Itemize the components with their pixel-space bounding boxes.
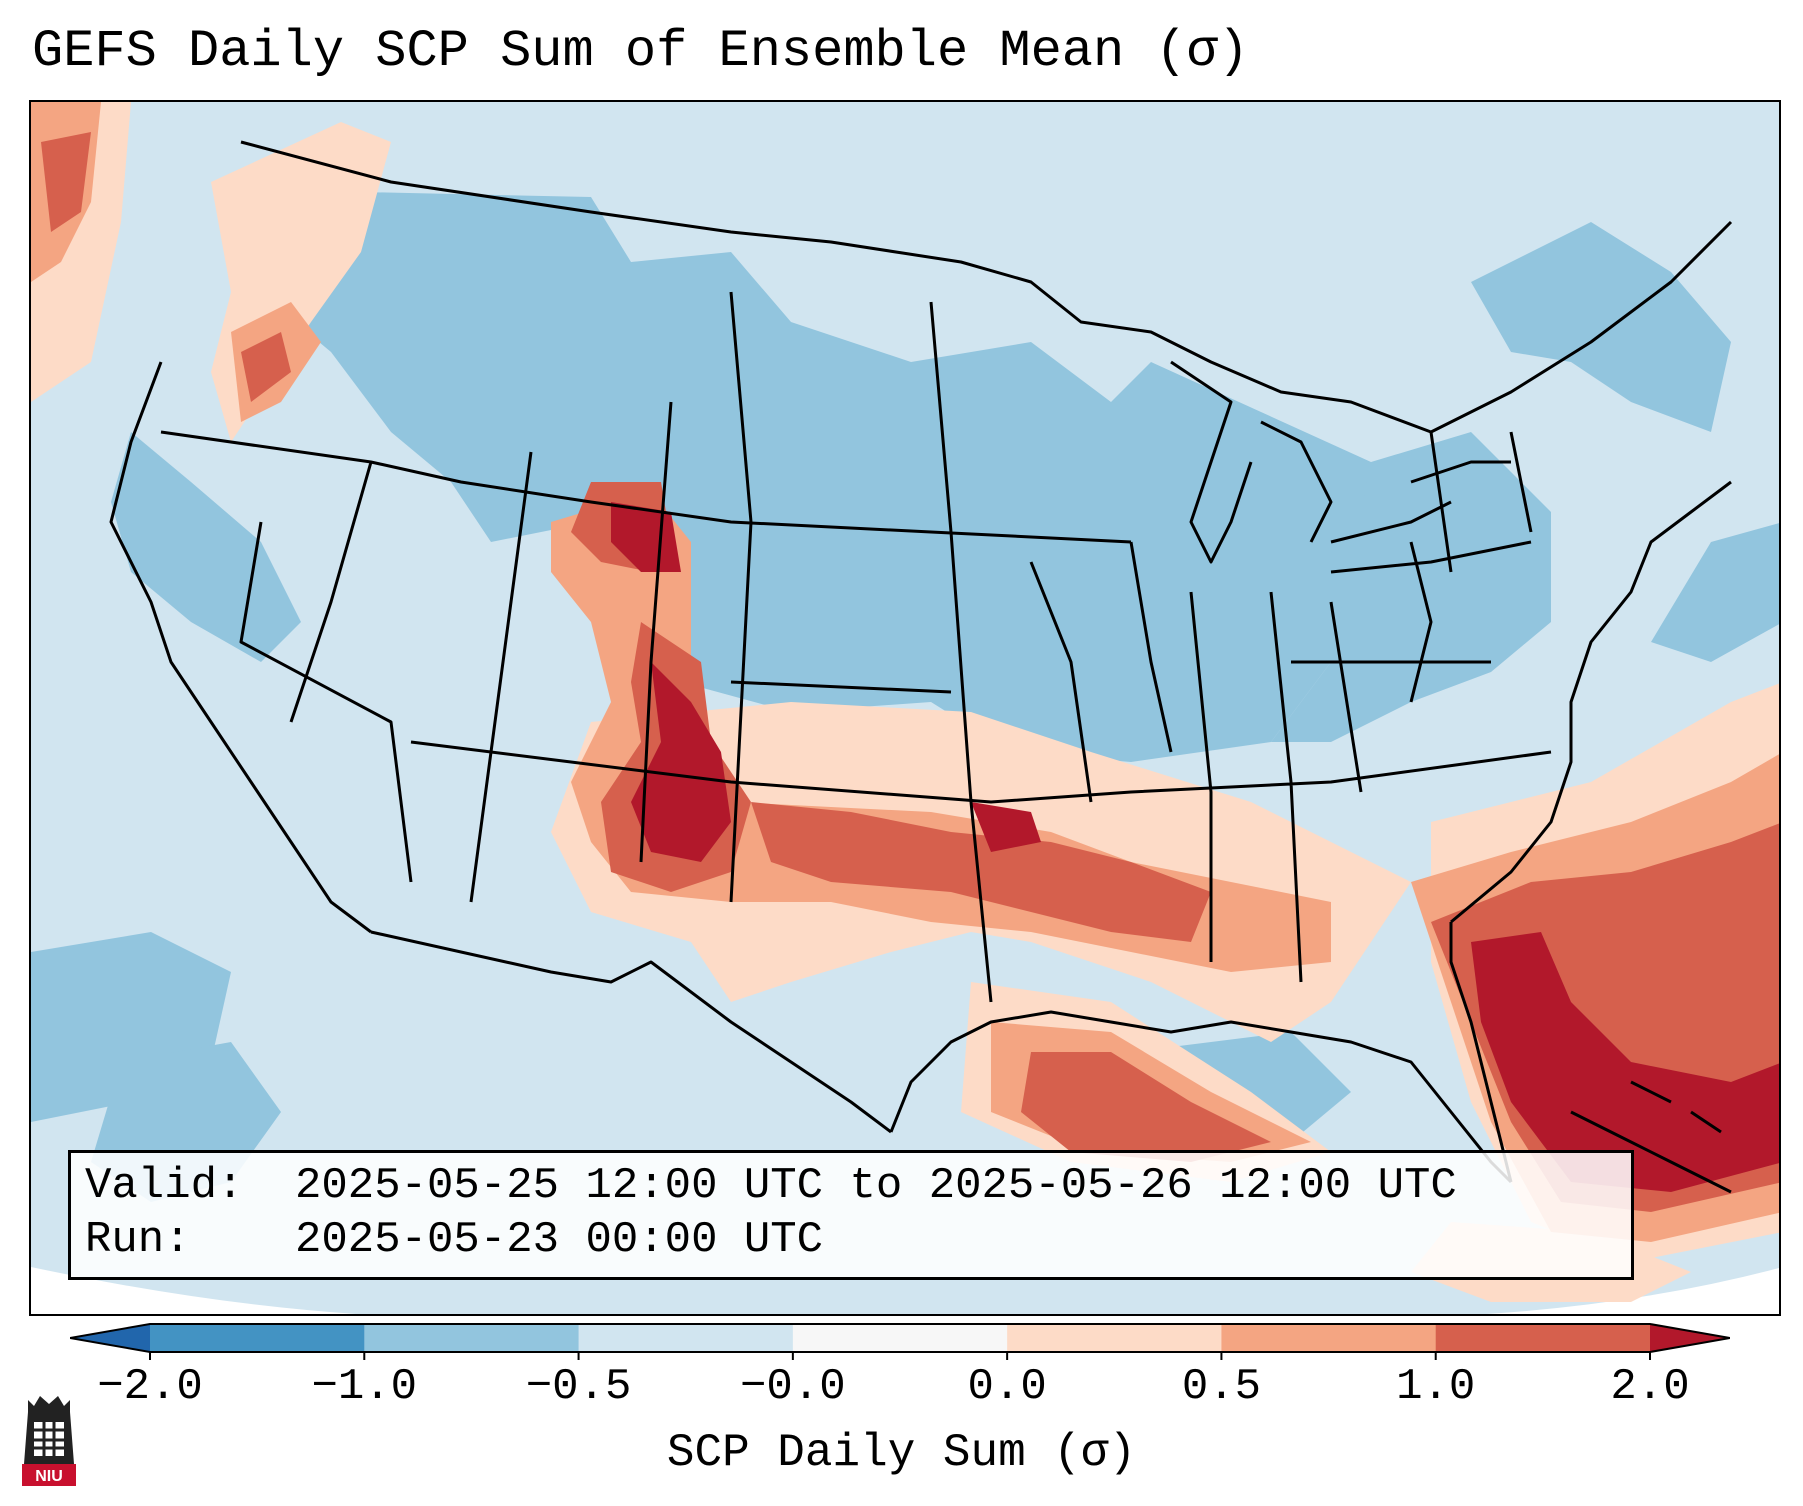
colorbar-segment <box>1007 1324 1222 1352</box>
colorbar-segment <box>1221 1324 1437 1352</box>
field-plains-high <box>751 802 1211 942</box>
colorbar-tick-label: −1.0 <box>311 1362 418 1412</box>
colorbar-extend-low <box>70 1324 150 1352</box>
colorbar-tick-label: −2.0 <box>97 1362 203 1412</box>
field-oregon-high <box>241 332 291 402</box>
valid-value: 2025-05-25 12:00 UTC to 2025-05-26 12:00… <box>295 1161 1457 1211</box>
colorbar-segment <box>578 1324 794 1352</box>
field-very-high <box>611 502 1779 1192</box>
field-ok-veryhigh <box>971 802 1041 852</box>
valid-label: Valid: <box>85 1161 244 1211</box>
colorbar-segment <box>792 1324 1008 1352</box>
projection-corner-left <box>31 1267 357 1314</box>
colorbar <box>70 1323 1730 1360</box>
colorbar-tick-label: −0.5 <box>525 1362 632 1412</box>
mexico-border <box>370 930 892 1134</box>
florida-east-coast <box>1449 922 1513 1183</box>
niu-band <box>22 1464 76 1486</box>
map-boundaries <box>109 140 1733 1194</box>
colorbar-segment <box>150 1324 365 1352</box>
colorbar-tick-label: 2.0 <box>1610 1362 1690 1412</box>
field-plains-mod <box>551 492 1331 972</box>
chart-title: GEFS Daily SCP Sum of Ensemble Mean (σ) <box>32 22 1249 81</box>
field-negative <box>31 192 1779 1202</box>
field-northeast-negative <box>1471 222 1731 432</box>
state-lines-east <box>1291 431 1533 703</box>
east-coast <box>1450 480 1732 924</box>
colorbar-tick-label: 1.0 <box>1396 1362 1476 1412</box>
state-lines-central <box>410 541 1552 983</box>
state-lines-west <box>160 291 1132 1003</box>
field-dryline-veryhigh <box>631 662 731 862</box>
field-gulf-high <box>1021 1052 1271 1162</box>
projection-corner-right <box>1486 1268 1779 1314</box>
colorbar-segment <box>364 1324 580 1352</box>
valid-info-box: Valid: 2025-05-25 12:00 UTC to 2025-05-26… <box>68 1150 1634 1280</box>
field-west-negative <box>111 432 301 662</box>
colorbar-tick-label: −0.0 <box>740 1362 846 1412</box>
colorbar-label: SCP Daily Sum (σ) <box>666 1427 1137 1479</box>
map-canvas[interactable] <box>31 102 1781 1316</box>
west-coast <box>109 361 372 934</box>
map-frame <box>29 100 1781 1316</box>
gulf-coast <box>889 1010 1513 1184</box>
colorbar-extend-high <box>1650 1324 1730 1352</box>
niu-logo-text: NIU <box>35 1468 63 1485</box>
field-wyoming-veryhigh <box>611 502 681 572</box>
niu-logo: NIU <box>22 1396 76 1486</box>
colorbar-tick-label: 0.5 <box>1181 1362 1262 1412</box>
field-interior-negative-north <box>271 192 1391 762</box>
field-pacific-high <box>41 132 91 232</box>
cuba-bahamas <box>1570 1080 1732 1194</box>
field-atlantic-negative <box>1651 523 1779 662</box>
run-label: Run: <box>85 1215 191 1265</box>
field-florida-veryhigh <box>1471 932 1779 1192</box>
colorbar-tick-label: 0.0 <box>967 1362 1047 1412</box>
great-lakes <box>1170 360 1511 564</box>
run-value: 2025-05-23 00:00 UTC <box>295 1215 824 1265</box>
canada-border <box>240 140 1733 434</box>
colorbar-segment <box>1435 1324 1651 1352</box>
